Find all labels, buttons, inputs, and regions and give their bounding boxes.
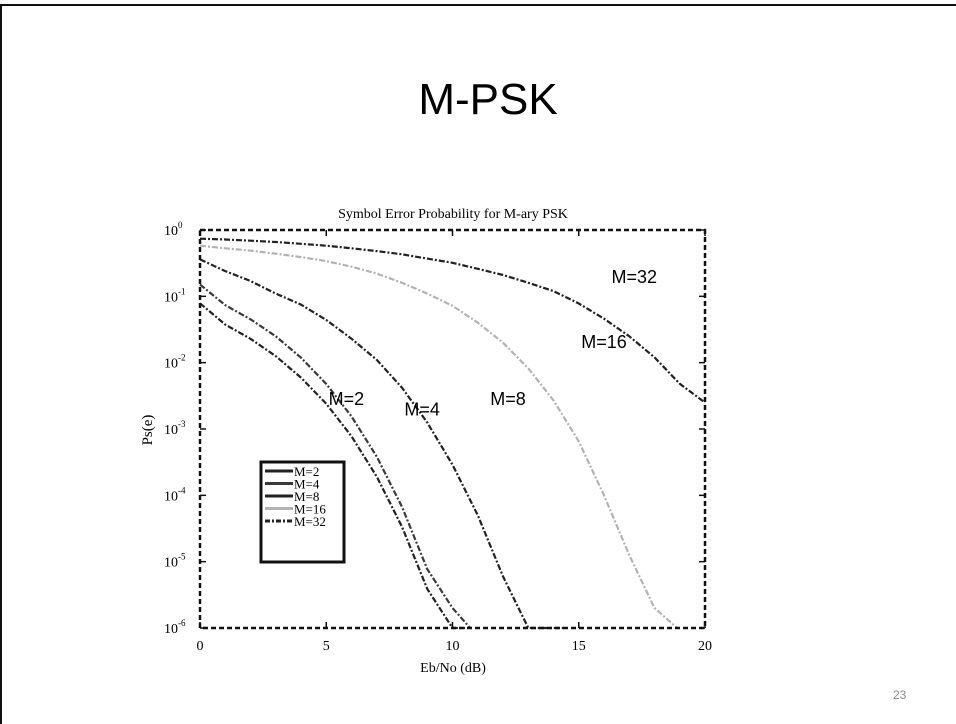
x-tick-label: 5 xyxy=(323,639,330,654)
legend-label: M=4 xyxy=(294,477,320,492)
curve-label: M=32 xyxy=(612,267,658,287)
series-layer xyxy=(199,237,706,630)
curve-label: M=8 xyxy=(490,389,526,409)
legend-label: M=2 xyxy=(294,464,319,479)
plot-frame xyxy=(198,228,707,630)
curve-labels: M=2 M=4 M=8 M=16 M=32 xyxy=(329,267,657,420)
x-axis-label: Eb/No (dB) xyxy=(420,661,486,676)
legend-box xyxy=(259,460,346,564)
slide-frame xyxy=(0,4,956,724)
series-line-m-4 xyxy=(199,283,472,629)
series-line-m-32 xyxy=(199,237,706,404)
series-line-m-8 xyxy=(199,258,564,630)
page-number: 23 xyxy=(893,688,907,702)
legend-label: M=8 xyxy=(294,489,319,504)
y-axis-label: Ps(e) xyxy=(140,415,156,446)
y-tick-label: 10-4 xyxy=(164,485,186,504)
y-tick-label: 10-3 xyxy=(164,419,186,438)
curve-label: M=4 xyxy=(404,399,440,419)
y-tick-label: 10-6 xyxy=(164,618,186,637)
curve-label: M=16 xyxy=(581,332,627,352)
curve-label: M=2 xyxy=(329,389,365,409)
series-line-m-2 xyxy=(199,302,466,630)
y-tick-label: 100 xyxy=(164,220,183,239)
chart-title: Symbol Error Probability for M-ary PSK xyxy=(338,207,568,222)
series-line-m-16 xyxy=(199,244,678,629)
x-tick-label: 20 xyxy=(698,639,712,654)
legend-label: M=32 xyxy=(294,514,326,529)
x-tick-label: 10 xyxy=(446,639,460,654)
y-tick-label: 10-5 xyxy=(164,552,186,571)
y-tick-label: 10-2 xyxy=(164,353,186,372)
legend: M=2M=4M=8M=16M=32 xyxy=(259,460,346,564)
x-tick-label: 15 xyxy=(572,639,586,654)
axis-ticks: 0 5 10 15 20 100 10-1 10-2 10-3 10-4 10-5 10-6 xyxy=(164,220,712,654)
slide-title: M-PSK xyxy=(418,75,558,124)
y-tick-label: 10-1 xyxy=(164,286,186,305)
legend-label: M=16 xyxy=(294,502,326,517)
x-tick-label: 0 xyxy=(197,639,204,654)
